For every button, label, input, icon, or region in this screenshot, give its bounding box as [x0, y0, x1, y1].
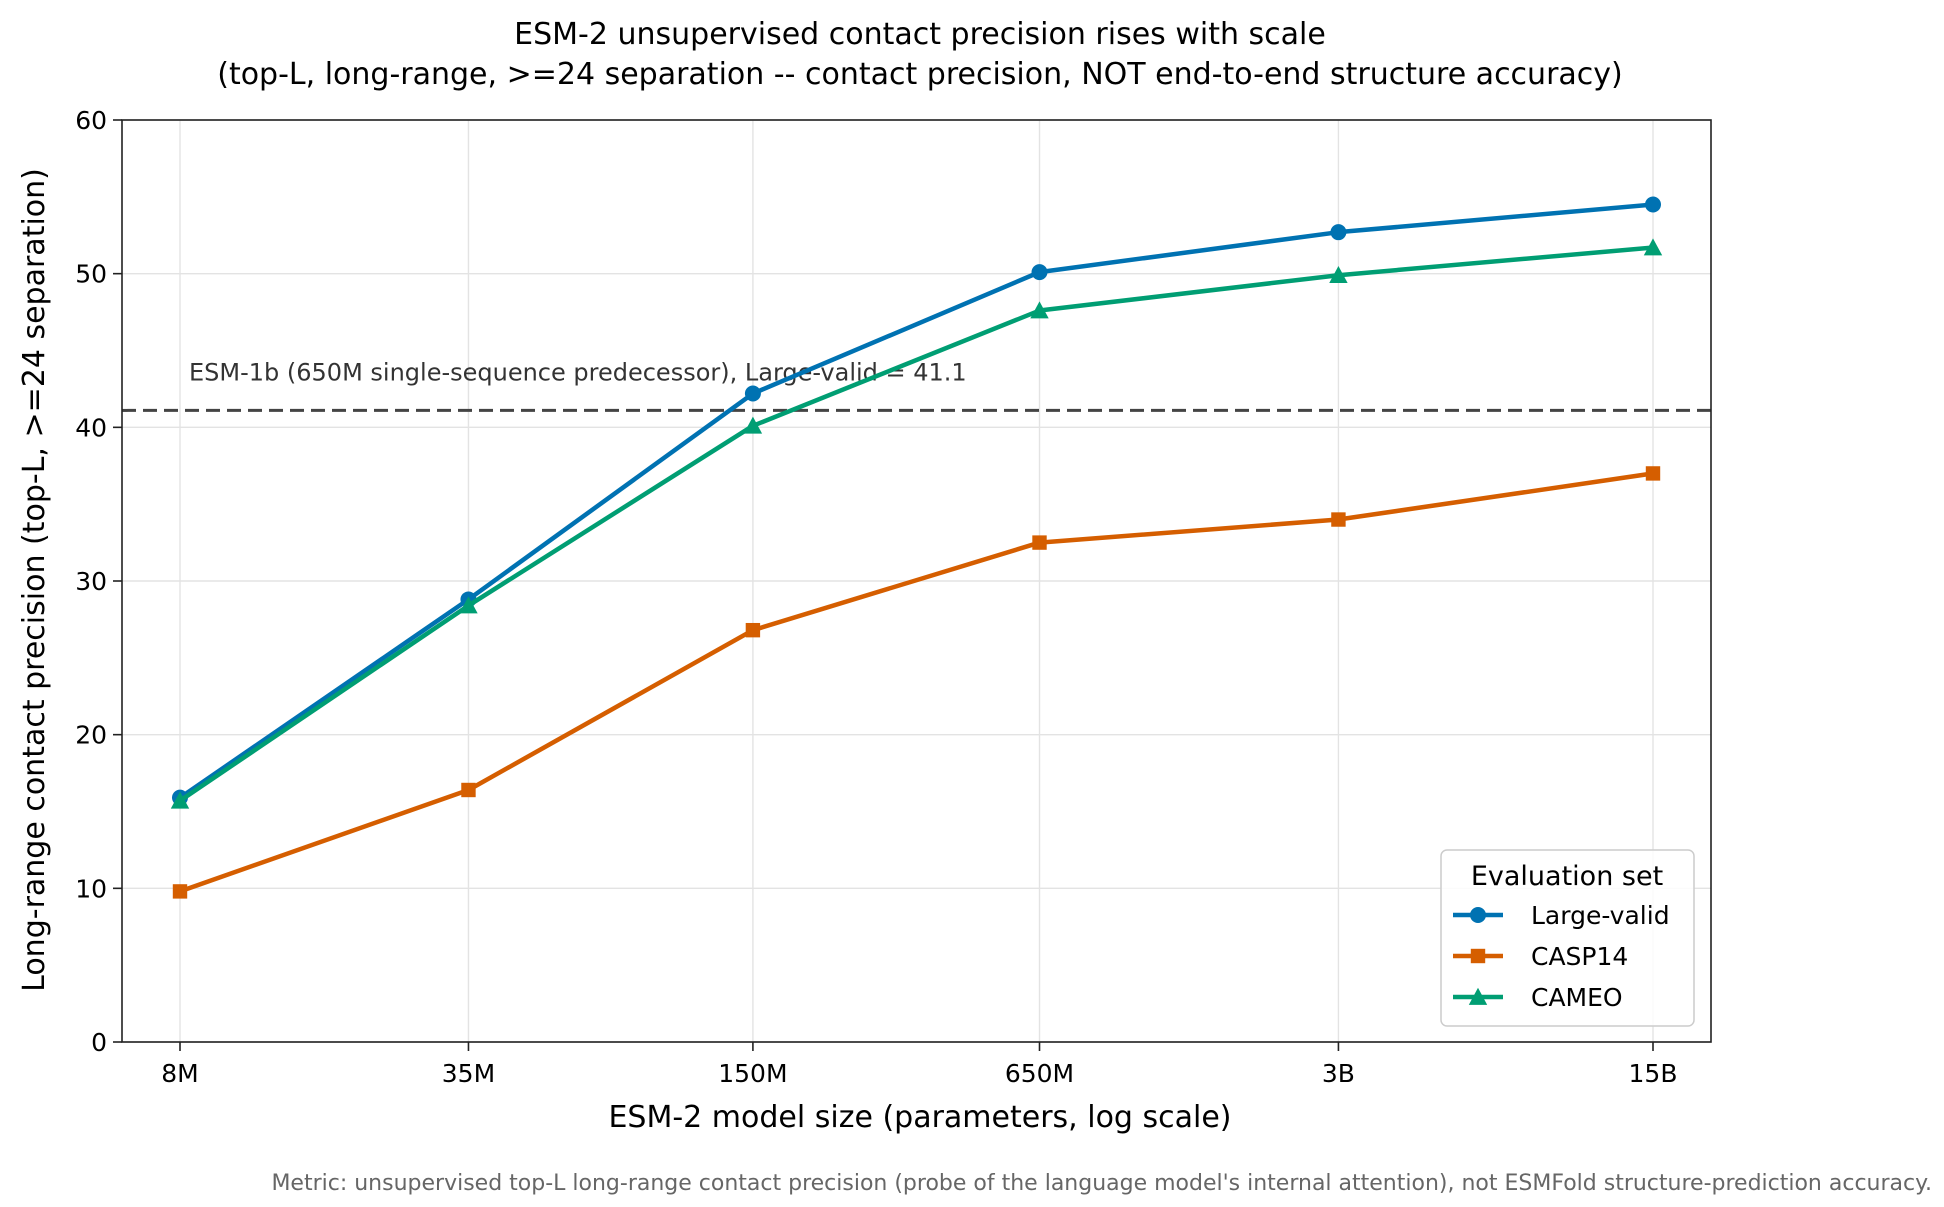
legend-item: CASP14	[1453, 942, 1628, 971]
y-tick-label: 50	[75, 260, 107, 289]
legend-label: CAMEO	[1531, 983, 1623, 1012]
y-tick-label: 0	[91, 1028, 107, 1057]
data-point	[1030, 301, 1049, 319]
legend-item: CAMEO	[1453, 983, 1623, 1012]
data-point	[1031, 264, 1048, 281]
data-point	[172, 884, 188, 899]
series-line	[178, 245, 1654, 803]
plot-frame	[121, 119, 1712, 1043]
footnote: Metric: unsupervised top-L long-range co…	[271, 1171, 1932, 1196]
legend: Evaluation set Large-valid CASP14 CAMEO	[1440, 849, 1695, 1027]
legend-swatch-marker	[1470, 948, 1486, 964]
y-axis: 0 10 20 30 40 50 60	[75, 106, 122, 1057]
series-cameo	[170, 238, 1663, 809]
legend-label: CASP14	[1531, 942, 1628, 971]
chart-subtitle: (top-L, long-range, >=24 separation -- c…	[217, 57, 1623, 92]
legend-title: Evaluation set	[1471, 861, 1663, 892]
legend-swatch-marker	[1468, 987, 1488, 1005]
legend-label: Large-valid	[1531, 901, 1670, 930]
x-tick-label: 150M	[718, 1059, 787, 1088]
y-tick-label: 40	[75, 413, 107, 442]
legend-item: Large-valid	[1453, 901, 1670, 930]
x-tick-label: 650M	[1005, 1059, 1074, 1088]
y-axis-label: Long-range contact precision (top-L, >=2…	[17, 168, 52, 992]
data-point	[1645, 196, 1661, 213]
data-point	[1032, 535, 1047, 550]
y-tick-label: 20	[75, 721, 107, 750]
data-point	[1331, 512, 1346, 527]
data-point	[1643, 238, 1663, 256]
x-tick-label: 3B	[1322, 1059, 1355, 1088]
legend-items: Large-valid CASP14 CAMEO	[1453, 901, 1670, 1012]
data-point	[170, 791, 190, 809]
x-tick-label: 8M	[161, 1059, 198, 1088]
series-line	[179, 471, 1654, 894]
y-tick-label: 10	[75, 874, 107, 903]
x-axis: 8M 35M 150M 650M 3B 15B	[161, 1042, 1677, 1088]
series-line	[178, 202, 1654, 800]
data-point	[744, 385, 761, 402]
chart-title: ESM-2 unsupervised contact precision ris…	[514, 17, 1326, 52]
legend-box	[1440, 849, 1695, 1027]
x-tick-label: 15B	[1629, 1059, 1678, 1088]
y-tick-label: 30	[75, 567, 107, 596]
y-tick-label: 60	[75, 106, 107, 135]
series-casp14	[172, 466, 1661, 899]
data-point	[459, 596, 478, 614]
series-layer	[170, 196, 1663, 899]
legend-swatch-marker	[1470, 907, 1486, 923]
reference-line-label: ESM-1b (650M single-sequence predecessor…	[189, 358, 967, 386]
x-axis-label: ESM-2 model size (parameters, log scale)	[608, 1100, 1231, 1135]
x-tick-label: 35M	[442, 1059, 495, 1088]
data-point	[743, 416, 763, 434]
data-point	[745, 622, 761, 638]
series-large-valid	[172, 196, 1661, 806]
data-point	[1329, 266, 1348, 284]
data-point	[1330, 224, 1347, 241]
data-point	[461, 782, 476, 798]
data-point	[1645, 466, 1661, 481]
